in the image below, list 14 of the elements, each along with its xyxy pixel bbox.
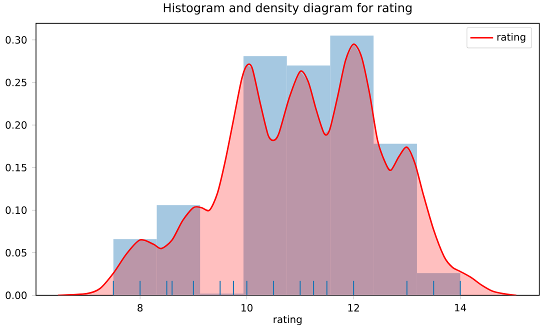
y-tick-label: 0.25 xyxy=(6,78,26,86)
legend-label: rating xyxy=(497,32,526,43)
y-tick-label: 0.00 xyxy=(6,292,27,300)
x-tick-label: 12 xyxy=(348,304,359,312)
y-tick-label: 0.30 xyxy=(6,36,27,44)
y-tick-label: 0.10 xyxy=(6,206,27,214)
y-tick-label: 0.05 xyxy=(6,248,26,257)
x-tick-label: 14 xyxy=(455,304,466,312)
y-tick-label: 0.20 xyxy=(6,121,27,129)
x-tick-label: 10 xyxy=(242,304,253,312)
chart-title: Histogram and density diagram for rating xyxy=(164,2,412,15)
y-tick-label: 0.15 xyxy=(6,164,26,172)
x-axis-title: rating xyxy=(274,315,302,326)
x-tick-label: 8 xyxy=(138,304,143,312)
